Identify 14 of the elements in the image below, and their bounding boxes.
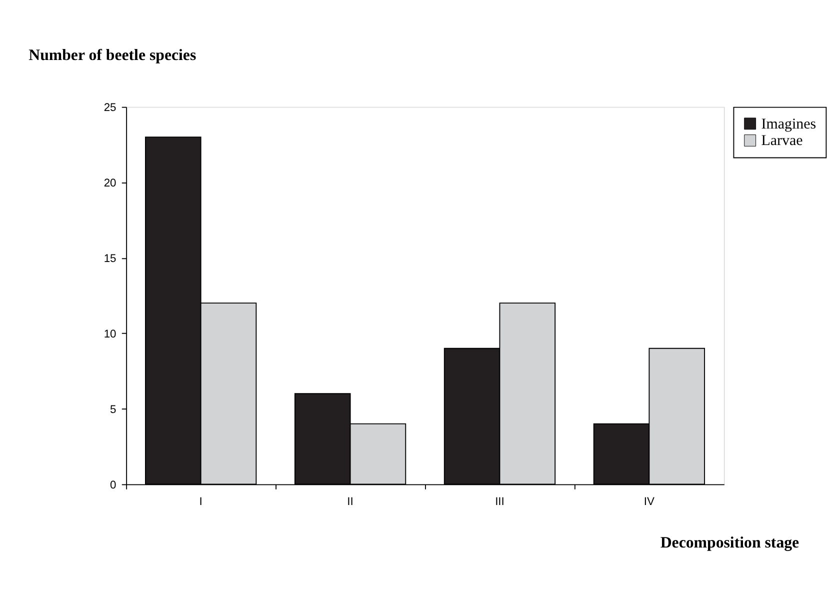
- x-tick-label: I: [199, 496, 202, 508]
- legend-label: Imagines: [761, 116, 816, 132]
- y-tick-label: 0: [110, 479, 116, 492]
- y-tick-label: 10: [104, 328, 116, 340]
- chart-title: Number of beetle species: [28, 47, 196, 64]
- y-tick-label: 15: [104, 253, 116, 266]
- x-tick-label: IV: [644, 496, 656, 508]
- x-tick-label: II: [347, 496, 354, 508]
- x-tick-label: III: [495, 496, 504, 508]
- legend-label: Larvae: [761, 133, 804, 150]
- y-tick-label: 20: [104, 178, 116, 190]
- x-axis-title: Decomposition stage: [660, 534, 800, 552]
- y-tick-label: 5: [110, 404, 116, 416]
- y-tick-label: 25: [104, 102, 116, 114]
